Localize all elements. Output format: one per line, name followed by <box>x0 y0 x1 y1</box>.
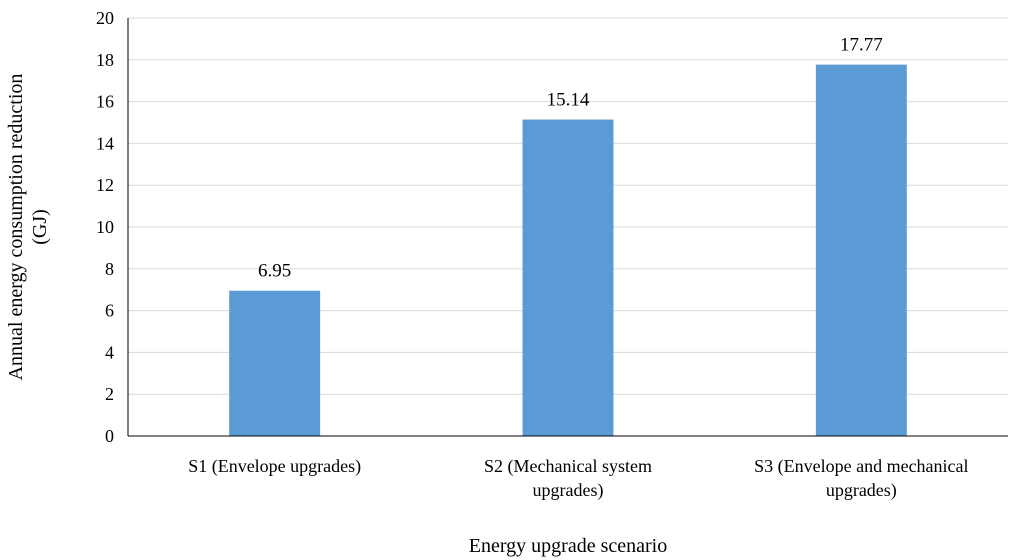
y-axis-title-line: Annual energy consumption reduction <box>5 74 27 381</box>
y-tick-label: 20 <box>96 8 114 28</box>
data-labels: 6.95 15.14 17.77 <box>258 35 883 282</box>
axis-titles: Energy upgrade scenario Annual energy con… <box>5 74 667 557</box>
y-tick-label: 10 <box>96 217 114 237</box>
x-category-label: S3 (Envelope and mechanical <box>754 456 968 477</box>
y-tick-labels: 0 2 4 6 8 10 12 14 16 18 20 <box>96 8 114 446</box>
bar <box>522 119 614 436</box>
y-tick-label: 2 <box>105 384 114 404</box>
x-category-label: upgrades) <box>533 480 604 501</box>
x-category-label: S1 (Envelope upgrades) <box>188 456 361 477</box>
data-label: 6.95 <box>258 261 291 282</box>
y-tick-label: 12 <box>96 175 114 195</box>
y-tick-label: 18 <box>96 50 114 70</box>
y-tick-label: 16 <box>96 92 114 112</box>
y-tick-label: 0 <box>105 426 114 446</box>
y-tick-label: 8 <box>105 259 114 279</box>
y-axis-title-line: (GJ) <box>29 209 51 245</box>
data-label: 15.14 <box>547 90 590 111</box>
bar <box>229 290 321 436</box>
x-category-labels: S1 (Envelope upgrades) S2 (Mechanical sys… <box>188 456 968 501</box>
x-category-label: S2 (Mechanical system <box>484 456 652 477</box>
x-category-label: upgrades) <box>826 480 897 501</box>
data-label: 17.77 <box>840 35 883 56</box>
y-axis-title: Annual energy consumption reduction (GJ) <box>5 74 51 381</box>
x-axis-title: Energy upgrade scenario <box>469 535 667 557</box>
y-tick-label: 4 <box>105 342 114 362</box>
bar <box>815 64 907 437</box>
axes <box>127 18 1008 437</box>
y-tick-label: 14 <box>96 133 114 153</box>
y-tick-label: 6 <box>105 301 114 321</box>
bars <box>229 64 907 437</box>
